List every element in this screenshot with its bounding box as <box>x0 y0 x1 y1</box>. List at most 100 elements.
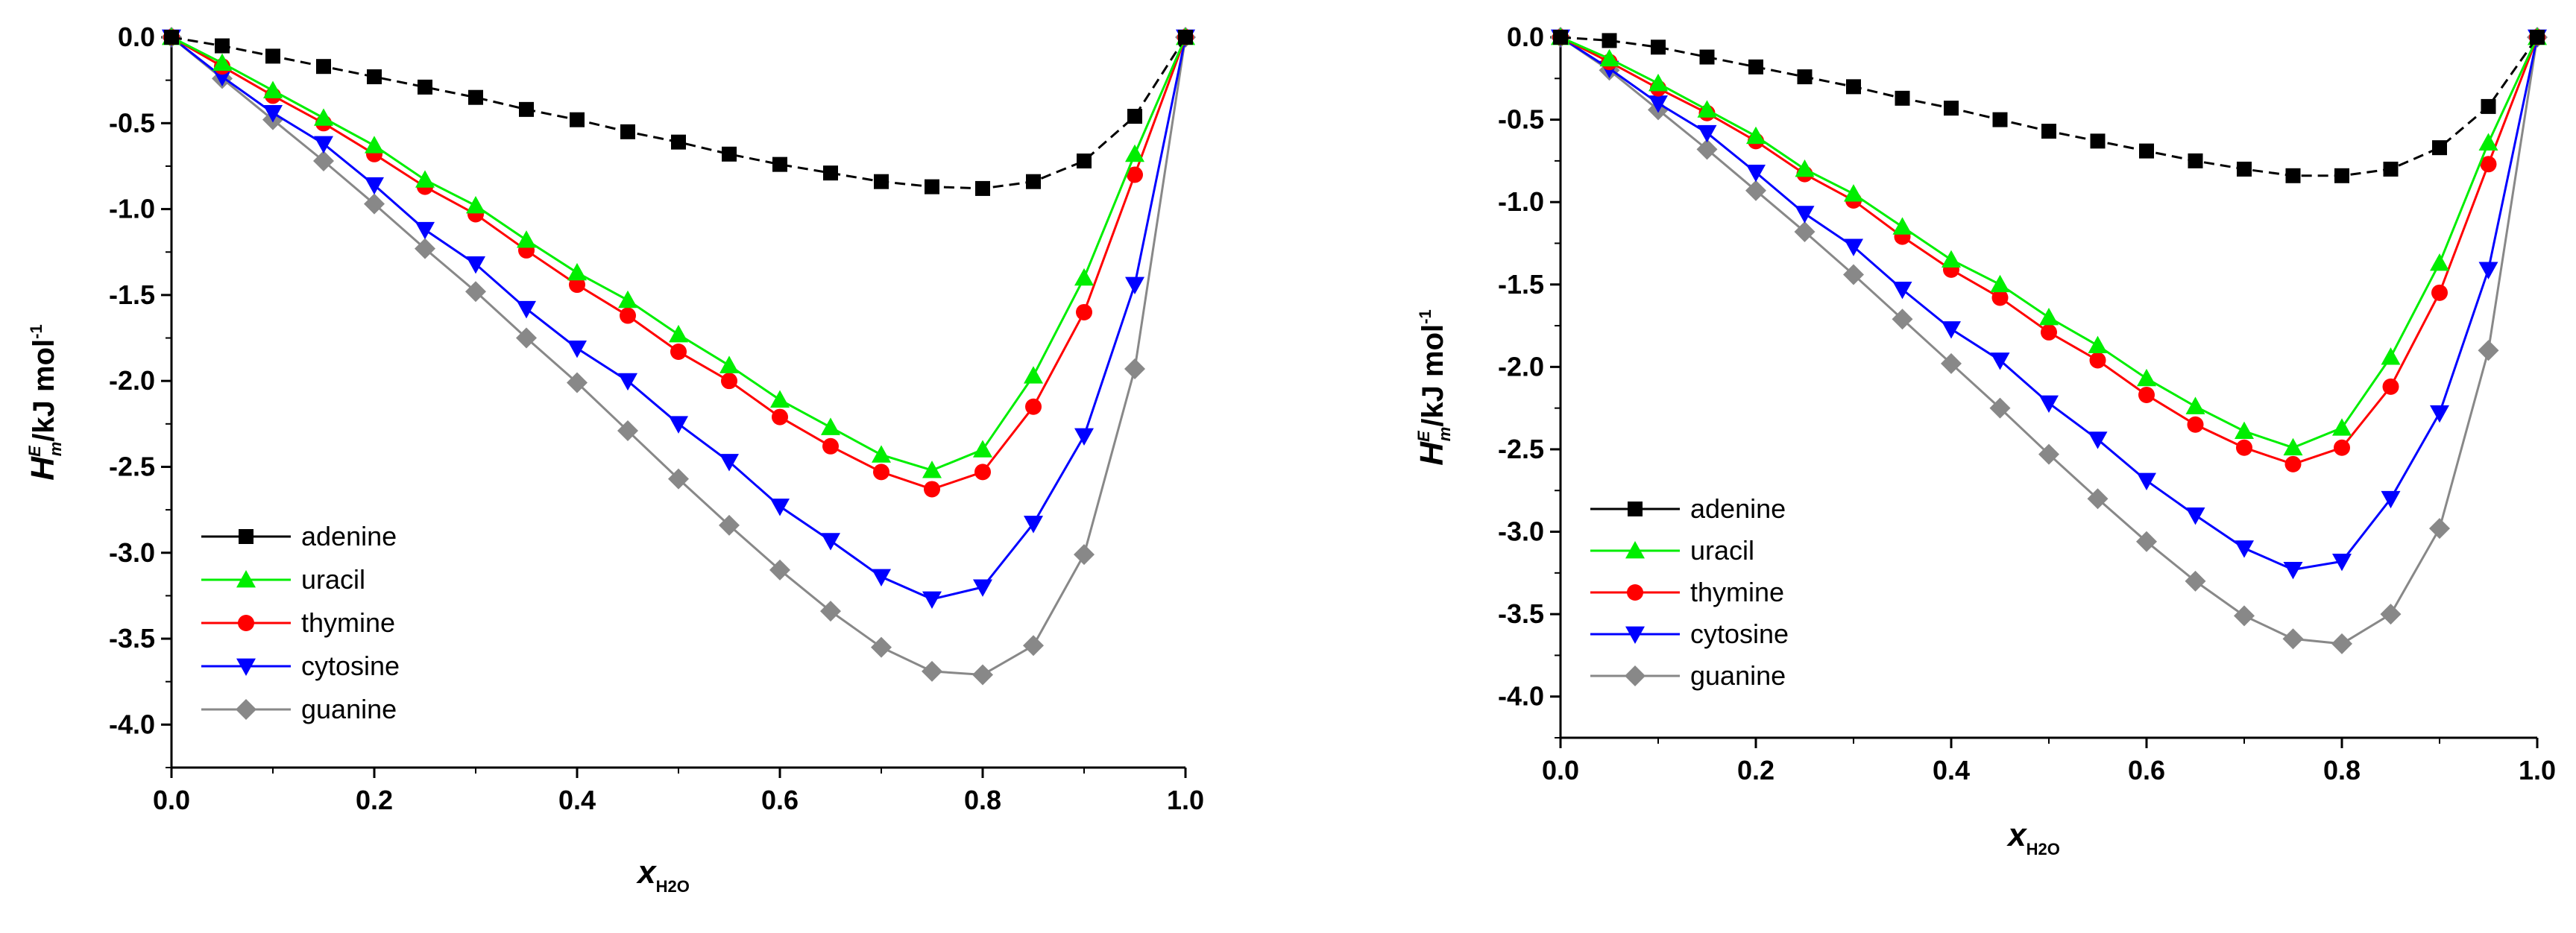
data-point-adenine <box>316 59 331 75</box>
data-point-cytosine <box>212 69 232 87</box>
legend-label-adenine: adenine <box>1690 493 1786 524</box>
data-point-cytosine <box>1648 95 1668 113</box>
series-uracil <box>1551 28 2547 456</box>
y-tick-label: -2.0 <box>109 365 155 396</box>
data-point-adenine <box>1797 69 1813 85</box>
data-point-uracil <box>2088 335 2108 353</box>
data-point-adenine <box>519 101 534 117</box>
data-point-adenine <box>2041 124 2056 139</box>
data-point-adenine <box>1895 90 1910 106</box>
data-point-adenine <box>975 180 990 196</box>
data-point-adenine <box>265 48 280 64</box>
data-point-adenine <box>468 89 483 105</box>
y-tick-label: -4.0 <box>1498 681 1544 712</box>
data-point-thymine <box>1127 166 1143 183</box>
data-point-uracil <box>1697 100 1717 118</box>
data-point-guanine <box>313 151 334 172</box>
data-point-thymine <box>620 307 636 324</box>
data-point-adenine <box>2090 133 2106 149</box>
data-point-thymine <box>2187 416 2204 433</box>
y-tick-label: -0.5 <box>109 107 155 138</box>
y-axis-title-unit-sup: -1 <box>27 324 45 339</box>
data-point-uracil <box>567 262 587 281</box>
data-point-cytosine <box>1942 321 1961 339</box>
data-point-guanine <box>516 327 537 349</box>
legend-marker-thymine <box>238 615 254 631</box>
data-point-adenine <box>215 38 230 54</box>
data-point-thymine <box>2041 323 2057 341</box>
data-point-adenine <box>1178 30 1193 45</box>
data-point-uracil <box>973 440 992 458</box>
data-point-cytosine <box>567 340 587 358</box>
data-point-adenine <box>2334 168 2349 183</box>
x-axis-title-main: x <box>2006 817 2027 853</box>
legend-marker-adenine <box>239 529 253 544</box>
data-point-cytosine <box>2088 431 2108 449</box>
legend-label-guanine: guanine <box>301 694 397 724</box>
data-point-guanine <box>415 238 435 259</box>
data-point-guanine <box>1745 180 1766 201</box>
data-point-guanine <box>1989 397 2011 419</box>
data-point-adenine <box>1699 49 1715 65</box>
data-point-thymine <box>2382 378 2399 395</box>
data-point-uracil <box>1795 159 1815 177</box>
data-point-adenine <box>2188 153 2203 168</box>
x-tick-label: 0.0 <box>153 785 190 815</box>
data-point-adenine <box>874 174 889 189</box>
data-point-adenine <box>2481 98 2496 114</box>
data-point-uracil <box>2332 418 2352 436</box>
series-uracil <box>162 28 1195 478</box>
series-adenine <box>1553 30 2545 183</box>
data-point-cytosine <box>973 579 992 597</box>
data-point-uracil <box>922 461 942 478</box>
y-tick-label: -1.5 <box>109 279 155 310</box>
data-point-thymine <box>1991 289 2009 306</box>
y-axis-title-sup: E <box>25 445 44 457</box>
legend-marker-thymine <box>1627 584 1643 601</box>
data-point-guanine <box>922 660 942 682</box>
data-point-uracil <box>719 355 739 373</box>
data-point-cytosine <box>1697 124 1717 143</box>
data-point-uracil <box>2185 396 2205 414</box>
y-axis-title-sup: E <box>1414 430 1433 442</box>
data-point-cytosine <box>1024 516 1043 534</box>
data-point-uracil <box>263 80 283 98</box>
data-point-adenine <box>772 156 787 172</box>
data-point-cytosine <box>365 177 384 195</box>
data-point-guanine <box>769 559 790 581</box>
legend-marker-guanine <box>1625 665 1646 686</box>
data-point-cytosine <box>1844 238 1863 256</box>
data-point-uracil <box>1125 144 1144 162</box>
y-tick-label: -1.5 <box>1498 269 1544 300</box>
x-tick-label: 0.2 <box>356 785 393 815</box>
data-point-adenine <box>1651 39 1666 55</box>
x-tick-label: 0.4 <box>1933 755 1970 785</box>
data-point-cytosine <box>1074 428 1094 446</box>
data-point-uracil <box>2137 368 2156 387</box>
x-tick-label: 1.0 <box>2519 755 2556 785</box>
data-point-cytosine <box>314 136 333 154</box>
data-point-guanine <box>364 193 385 215</box>
data-point-adenine <box>2530 30 2545 45</box>
legend-label-thymine: thymine <box>1690 577 1784 607</box>
data-point-cytosine <box>2039 395 2059 414</box>
data-point-cytosine <box>2478 262 2498 279</box>
data-point-adenine <box>1992 112 2008 127</box>
data-point-guanine <box>617 420 638 442</box>
data-point-adenine <box>2237 161 2252 177</box>
data-point-adenine <box>1026 174 1041 189</box>
legend-marker-guanine <box>236 699 256 720</box>
data-point-thymine <box>2284 455 2302 472</box>
legend-label-uracil: uracil <box>301 564 365 595</box>
data-point-guanine <box>567 372 588 393</box>
x-tick-label: 0.8 <box>2323 755 2361 785</box>
data-point-thymine <box>924 481 940 498</box>
data-point-uracil <box>1990 274 2010 293</box>
series-guanine <box>161 27 1196 686</box>
data-point-uracil <box>2039 308 2059 326</box>
legend-marker-cytosine <box>1625 626 1645 644</box>
legend-marker-uracil <box>1625 541 1645 559</box>
data-point-adenine <box>671 134 686 150</box>
y-tick-label: 0.0 <box>1507 22 1544 52</box>
